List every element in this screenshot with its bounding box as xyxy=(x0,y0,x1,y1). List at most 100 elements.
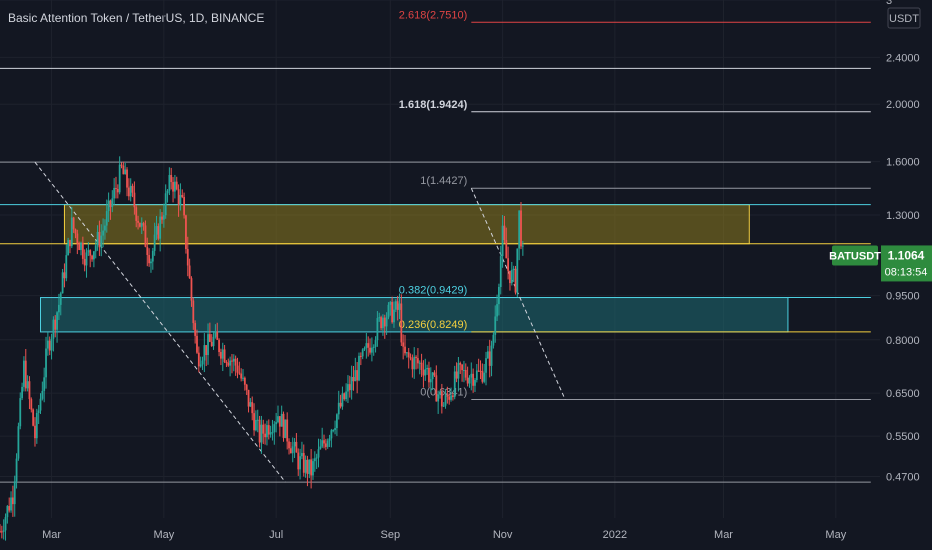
candle-body xyxy=(343,393,346,400)
candle-body xyxy=(242,377,244,379)
candle-body xyxy=(466,377,469,384)
trend-line xyxy=(470,188,566,400)
candle-body xyxy=(175,181,178,190)
candle-body xyxy=(72,217,75,230)
candle-body xyxy=(306,459,309,474)
fib-level-label: 0.382(0.9429) xyxy=(399,285,468,297)
candle-body xyxy=(89,250,92,256)
candle-body xyxy=(98,231,101,248)
candle-body xyxy=(253,413,255,431)
candle-body xyxy=(166,190,169,194)
candle-body xyxy=(354,370,357,382)
candle-body xyxy=(118,164,121,193)
candle-body xyxy=(439,391,441,395)
candle-body xyxy=(8,506,11,511)
candle-body xyxy=(324,443,327,447)
candle-body xyxy=(291,446,294,454)
candle-body xyxy=(516,248,519,293)
candle-body xyxy=(190,278,193,301)
candle-body xyxy=(83,258,86,266)
candle-body xyxy=(223,349,226,362)
symbol-tag-label: BATUSDT xyxy=(829,250,881,262)
candle-body xyxy=(350,377,353,391)
candle-body xyxy=(396,301,399,310)
chart-title: Basic Attention Token / TetherUS, 1D, BI… xyxy=(8,11,265,25)
candle-body xyxy=(289,448,292,454)
price-axis[interactable]: 3 2.4000 2.0000 1.6000 1.3000 0.9500 0.8000 0.6… xyxy=(886,0,921,484)
candle-body xyxy=(144,225,147,247)
candle-body xyxy=(35,412,38,439)
candle-body xyxy=(400,303,403,343)
candle-body xyxy=(387,304,390,318)
candle-body xyxy=(137,220,139,223)
candle-body xyxy=(308,459,311,474)
candle-body xyxy=(150,261,152,264)
trend-line xyxy=(34,161,286,483)
candle-body xyxy=(472,373,475,386)
candle-body xyxy=(124,169,127,175)
candle-body xyxy=(122,165,125,175)
candle-body xyxy=(463,370,465,372)
candles-layer xyxy=(0,156,524,541)
candle-body xyxy=(181,194,184,197)
candle-body xyxy=(509,270,511,284)
candle-body xyxy=(153,234,156,251)
fib-level-label: 2.618(2.7510) xyxy=(399,9,468,21)
candle-body xyxy=(363,348,366,350)
candle-body xyxy=(490,345,493,366)
candle-body xyxy=(54,319,57,330)
candle-body xyxy=(105,211,108,226)
candle-body xyxy=(214,331,217,337)
candle-body xyxy=(315,457,318,459)
candle-body xyxy=(197,352,200,367)
candle-body xyxy=(254,419,257,431)
candle-body xyxy=(409,357,412,359)
candle-body xyxy=(518,210,521,249)
candle-body xyxy=(457,363,460,379)
candle-body xyxy=(45,348,47,378)
candle-body xyxy=(85,252,88,266)
candle-body xyxy=(185,215,187,250)
candle-body xyxy=(313,458,316,462)
candle-body xyxy=(494,316,497,335)
candle-body xyxy=(417,358,419,364)
candle-body xyxy=(512,268,515,270)
candle-body xyxy=(428,367,430,383)
candle-body xyxy=(218,339,220,353)
candle-body xyxy=(70,217,73,247)
candle-body xyxy=(356,370,359,381)
candle-body xyxy=(177,189,180,205)
candle-body xyxy=(220,352,222,359)
candle-body xyxy=(159,216,162,239)
candle-body xyxy=(231,360,233,362)
candle-body xyxy=(256,419,259,421)
candle-body xyxy=(348,384,351,391)
time-axis[interactable]: Mar May Jul Sep Nov 2022 Mar May xyxy=(42,529,847,541)
price-tick-label: 0.6500 xyxy=(886,388,920,400)
candle-body xyxy=(431,372,434,380)
fib-level-label: 0.236(0.8249) xyxy=(399,319,468,331)
candle-body xyxy=(301,453,303,457)
candle-body xyxy=(164,193,167,216)
candle-body xyxy=(382,317,384,329)
candle-body xyxy=(267,425,270,435)
candle-body xyxy=(236,365,239,373)
candle-body xyxy=(415,356,417,359)
candle-body xyxy=(107,200,110,212)
candle-body xyxy=(74,229,77,234)
candle-body xyxy=(370,347,373,353)
candle-body xyxy=(96,231,99,246)
candle-body xyxy=(477,370,480,372)
candle-body xyxy=(347,384,349,392)
candle-body xyxy=(269,432,272,435)
candle-body xyxy=(133,192,136,208)
candle-body xyxy=(67,240,70,256)
candle-body xyxy=(102,230,104,236)
candle-body xyxy=(229,360,232,366)
candle-body xyxy=(116,189,119,193)
candle-body xyxy=(13,481,16,505)
candle-body xyxy=(293,441,296,447)
candle-body xyxy=(172,182,174,192)
time-tick-label: Jul xyxy=(269,529,283,541)
